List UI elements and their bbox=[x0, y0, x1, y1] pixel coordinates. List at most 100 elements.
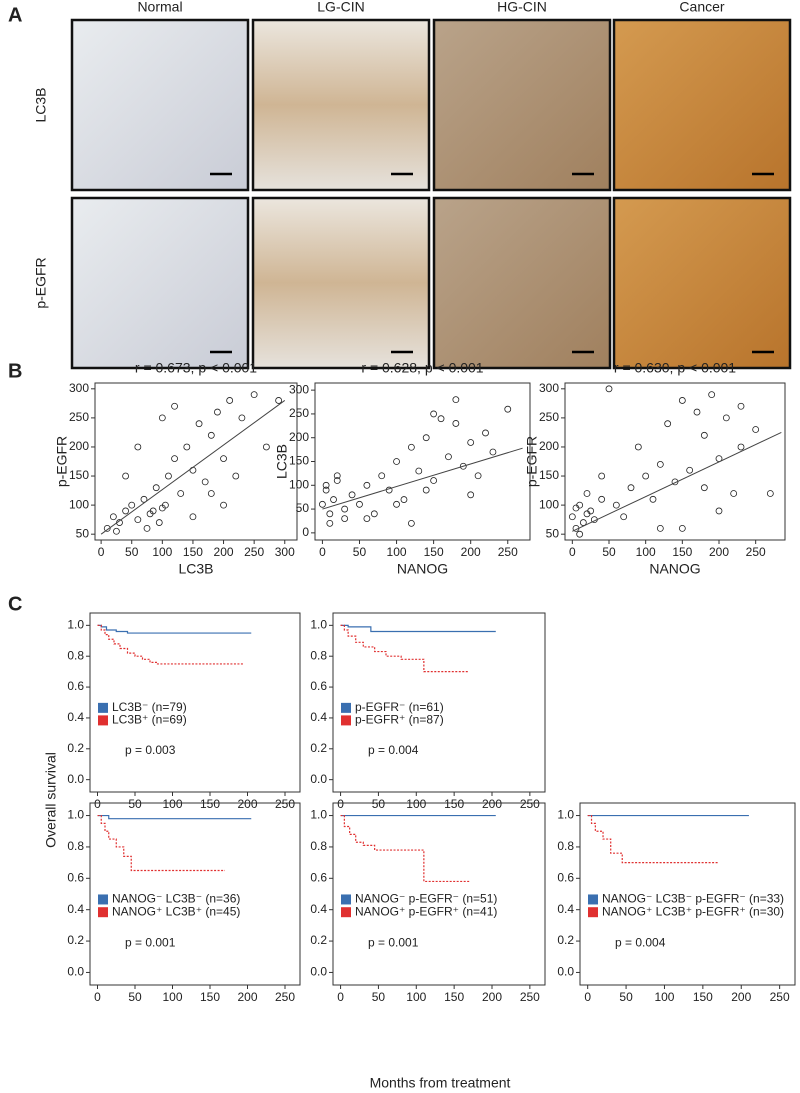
x-tick-label: 200 bbox=[461, 545, 481, 559]
y-tick-label: 50 bbox=[546, 526, 560, 540]
scatter-point bbox=[452, 396, 460, 404]
scatter-point bbox=[407, 443, 415, 451]
legend-label: LC3B⁺ (n=69) bbox=[112, 713, 187, 727]
legend-label: p-EGFR⁻ (n=61) bbox=[355, 700, 444, 714]
scatter-point bbox=[737, 443, 745, 451]
plot-frame bbox=[89, 612, 301, 793]
x-tick-label: 250 bbox=[275, 797, 295, 811]
scatter-point bbox=[598, 472, 606, 480]
x-tick-label: 250 bbox=[498, 545, 518, 559]
scatter-point bbox=[226, 397, 234, 404]
scatter-point bbox=[140, 495, 148, 503]
y-tick-label: 0.4 bbox=[67, 902, 84, 916]
y-tick-label: 300 bbox=[539, 381, 559, 395]
scatter-point bbox=[356, 500, 363, 508]
scatter-point bbox=[341, 515, 349, 522]
plot-frame bbox=[332, 612, 546, 793]
scatter-point bbox=[238, 414, 246, 422]
scatter-point bbox=[504, 405, 512, 413]
x-axis-label: LC3B bbox=[178, 561, 213, 577]
fit-line bbox=[100, 400, 286, 535]
y-tick-label: 300 bbox=[289, 382, 309, 396]
column-label: HG-CIN bbox=[497, 0, 547, 15]
scatter-point bbox=[737, 402, 745, 410]
legend-swatch bbox=[588, 907, 598, 918]
scatter-point bbox=[407, 519, 415, 527]
y-axis-label: p-EGFR bbox=[524, 436, 540, 487]
legend-swatch bbox=[98, 907, 108, 918]
x-tick-label: 200 bbox=[214, 545, 234, 559]
x-tick-label: 50 bbox=[372, 990, 386, 1004]
scatter-point bbox=[752, 426, 760, 433]
legend-label: NANOG⁺ LC3B⁺ (n=45) bbox=[112, 904, 240, 918]
legend-swatch bbox=[98, 715, 108, 726]
plot-frame bbox=[564, 382, 786, 541]
y-tick-label: 1.0 bbox=[67, 618, 84, 632]
scatter-point bbox=[319, 500, 326, 508]
x-tick-label: 150 bbox=[693, 990, 713, 1004]
scatter-point bbox=[415, 467, 423, 475]
x-tick-label: 0 bbox=[337, 797, 344, 811]
scatter-point bbox=[649, 495, 657, 503]
plot-frame bbox=[89, 802, 301, 986]
scatter-point bbox=[422, 434, 430, 442]
scatter-point bbox=[322, 481, 330, 489]
legend-swatch bbox=[341, 715, 351, 726]
scatter-point bbox=[459, 462, 467, 470]
legend-label: NANOG⁻ LC3B⁻ (n=36) bbox=[112, 892, 240, 906]
scatter-point bbox=[158, 414, 166, 422]
scatter-point bbox=[152, 484, 160, 492]
y-tick-label: 0.0 bbox=[310, 772, 327, 786]
micrograph bbox=[612, 196, 792, 370]
legend-swatch bbox=[341, 907, 351, 918]
scatter-point bbox=[134, 443, 142, 451]
column-label: Normal bbox=[137, 0, 182, 15]
y-tick-label: 0.4 bbox=[67, 710, 84, 724]
legend-label: NANOG⁻ p-EGFR⁻ (n=51) bbox=[355, 892, 497, 906]
x-tick-label: 300 bbox=[275, 545, 295, 559]
x-tick-label: 150 bbox=[672, 545, 692, 559]
x-tick-label: 0 bbox=[319, 545, 326, 559]
scatter-point bbox=[576, 530, 584, 538]
x-tick-label: 250 bbox=[770, 990, 790, 1004]
scatter-point bbox=[693, 408, 701, 416]
fit-line bbox=[572, 431, 782, 532]
x-tick-label: 200 bbox=[482, 990, 502, 1004]
scatter-point bbox=[700, 431, 708, 439]
annotation: p = 0.004 bbox=[615, 935, 666, 949]
x-tick-label: 200 bbox=[237, 797, 257, 811]
chart-title: r = 0.628, p < 0.001 bbox=[361, 360, 483, 376]
scatter-point bbox=[330, 496, 337, 503]
x-tick-label: 0 bbox=[94, 797, 101, 811]
x-axis-label: NANOG bbox=[397, 561, 448, 577]
fit-line bbox=[322, 447, 523, 510]
scatter-point bbox=[378, 472, 386, 480]
survival-curve bbox=[587, 814, 719, 864]
scatter-point bbox=[568, 513, 576, 521]
legend-swatch bbox=[588, 894, 598, 905]
annotation: p = 0.001 bbox=[125, 935, 176, 949]
scatter-point bbox=[642, 472, 650, 480]
scatter-point bbox=[207, 490, 215, 497]
x-tick-label: 150 bbox=[424, 545, 444, 559]
scatter-point bbox=[165, 472, 172, 480]
y-tick-label: 0.2 bbox=[557, 933, 574, 947]
x-tick-label: 50 bbox=[128, 990, 142, 1004]
scatter-point bbox=[730, 490, 738, 497]
annotation: p = 0.004 bbox=[368, 743, 419, 757]
scatter-point bbox=[214, 408, 221, 416]
y-tick-label: 0.2 bbox=[310, 741, 327, 755]
scatter-point bbox=[220, 501, 227, 509]
scatter-point bbox=[348, 491, 356, 499]
survival-curve bbox=[340, 814, 470, 883]
y-tick-label: 0.0 bbox=[310, 965, 327, 979]
scatter-point bbox=[333, 472, 341, 480]
y-tick-label: 0.8 bbox=[67, 648, 84, 662]
scatter-point bbox=[437, 415, 445, 423]
y-tick-label: 0.2 bbox=[67, 933, 84, 947]
y-tick-label: 0.8 bbox=[67, 839, 84, 853]
legend-swatch bbox=[98, 894, 108, 905]
scatter-point bbox=[467, 439, 475, 446]
legend-label: NANOG⁻ LC3B⁻ p-EGFR⁻ (n=33) bbox=[602, 892, 784, 906]
